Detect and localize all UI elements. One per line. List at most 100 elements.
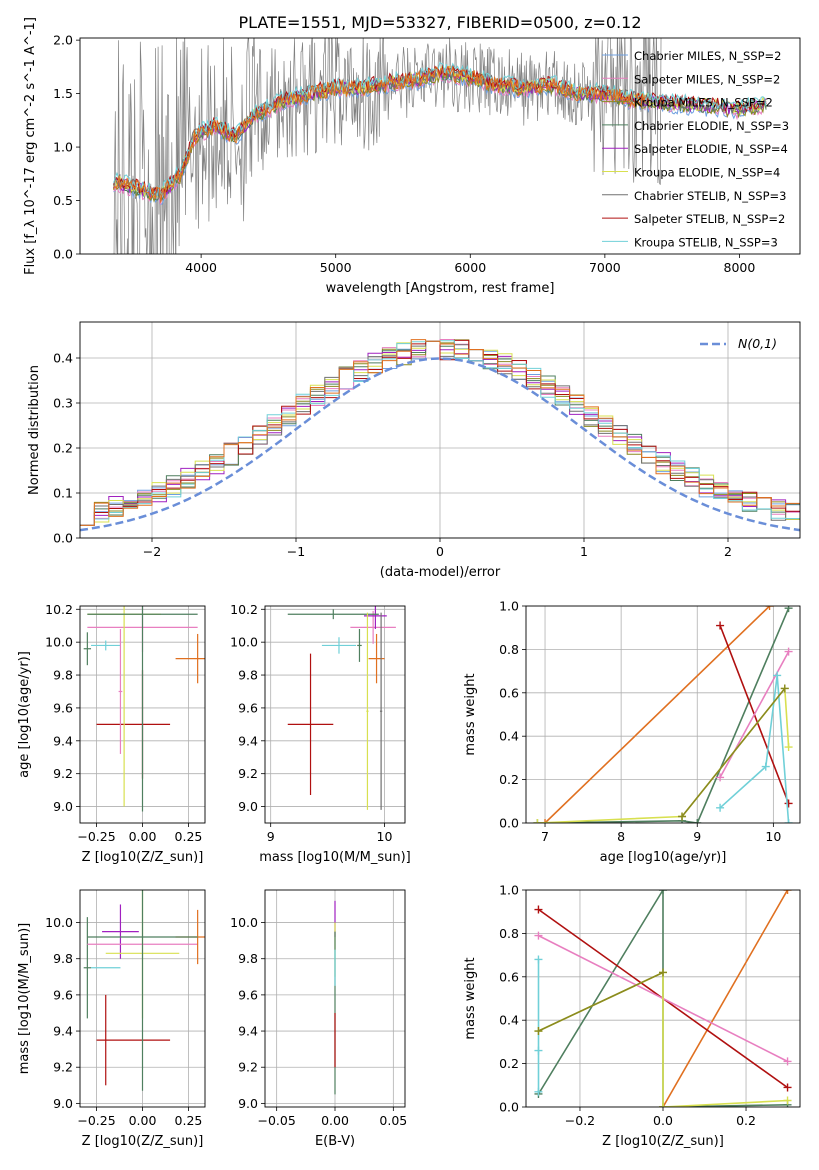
weight-point-marker <box>659 1103 667 1107</box>
x-axis-label: mass [log10(M/M_sun)] <box>259 850 411 865</box>
x-axis-label: E(B-V) <box>315 1134 355 1149</box>
y-tick-label: 1.0 <box>499 599 519 614</box>
x-tick-label: −1 <box>287 544 305 559</box>
weight-point-marker <box>761 762 770 771</box>
legend-label: Chabrier STELIB, N_SSP=3 <box>634 189 786 203</box>
y-tick-label: 0.0 <box>53 247 73 262</box>
y-tick-label: 9.2 <box>53 1060 73 1075</box>
y-tick-label: 0.4 <box>499 1013 519 1028</box>
y-tick-label: 9.8 <box>53 668 73 683</box>
y-tick-label: 10.0 <box>45 915 73 930</box>
plot-area <box>526 890 800 1107</box>
y-tick-label: 9.6 <box>238 700 258 715</box>
x-axis-label: (data-model)/error <box>380 565 501 580</box>
weight-point-marker <box>783 1057 792 1066</box>
y-tick-label: 9.2 <box>238 766 258 781</box>
weight-point-marker <box>534 931 543 940</box>
plot-area <box>80 606 205 823</box>
y-tick-label: 0.2 <box>53 441 73 456</box>
x-tick-label: 0.00 <box>321 1113 349 1128</box>
x-tick-label: 7000 <box>589 260 621 275</box>
x-tick-label: 1 <box>580 544 588 559</box>
y-tick-label: 10.2 <box>230 602 258 617</box>
y-tick-label: 10.0 <box>230 635 258 650</box>
plot-area <box>113 38 767 254</box>
weight-series-line <box>719 675 790 823</box>
spectrum-axes: 4000 5000 6000 7000 8000 0.0 0.5 1.0 1.5 2.0 wavel… <box>23 17 801 296</box>
plot-area <box>80 890 205 1107</box>
y-axis-label: Flux [f_λ 10^-17 erg cm^-2 s^-1 A^-1] <box>23 17 38 275</box>
x-tick-label: 0.00 <box>129 1113 157 1128</box>
weight-point-marker <box>783 1096 792 1105</box>
x-tick-label: −2 <box>143 544 161 559</box>
weight-series-line <box>538 971 664 1032</box>
plot-area <box>526 606 800 823</box>
y-tick-label: 0.4 <box>53 351 73 366</box>
x-axis-label: Z [log10(Z/Z_sun)] <box>82 1134 204 1149</box>
y-tick-label: 9.0 <box>238 799 258 814</box>
y-tick-label: 9.0 <box>238 1096 258 1111</box>
x-tick-label: 7 <box>541 829 549 844</box>
weight-point-marker <box>784 743 793 752</box>
axes-frame <box>264 889 406 1108</box>
figure-title: PLATE=1551, MJD=53327, FIBERID=0500, z=0… <box>238 13 641 32</box>
y-tick-label: 0.4 <box>499 729 519 744</box>
weight-series-line <box>537 607 790 823</box>
legend-label: N(0,1) <box>738 336 777 351</box>
metallicity-weight-axes: −0.2 0.0 0.2 0.0 0.2 0.4 0.6 0.8 1.0 Z [log10(Z/Z… <box>463 883 801 1149</box>
plot-area <box>265 890 405 1107</box>
y-tick-label: 0.6 <box>499 685 519 700</box>
plot-area <box>265 606 405 823</box>
weight-point-marker <box>780 684 789 693</box>
weight-point-marker <box>678 812 687 821</box>
weight-point-marker <box>784 799 793 808</box>
y-tick-label: 9.8 <box>53 951 73 966</box>
model-spectrum-line <box>113 61 767 198</box>
weight-point-marker <box>534 1087 543 1096</box>
metallicity-age-axes: −0.25 0.00 0.25 9.0 9.2 9.4 9.6 9.8 10.0 10.2 Z [l… <box>17 602 206 865</box>
x-tick-label: 5000 <box>320 260 352 275</box>
y-tick-label: 1.0 <box>53 140 73 155</box>
y-tick-label: 9.0 <box>53 799 73 814</box>
x-tick-label: −0.25 <box>77 829 115 844</box>
y-tick-label: 9.0 <box>53 1096 73 1111</box>
weight-point-marker <box>541 819 550 823</box>
weight-point-marker <box>693 819 702 823</box>
x-tick-label: −0.2 <box>565 1113 595 1128</box>
x-tick-label: 8 <box>617 829 625 844</box>
plot-area <box>80 322 800 538</box>
y-tick-label: 0.2 <box>499 772 519 787</box>
legend-label: Kroupa MILES, N_SSP=2 <box>634 96 773 110</box>
x-tick-label: 9 <box>267 829 275 844</box>
y-tick-label: 1.5 <box>53 86 73 101</box>
y-tick-label: 0.5 <box>53 193 73 208</box>
axes-frame <box>79 37 801 255</box>
weight-series-line <box>538 971 788 1107</box>
y-tick-label: 0.3 <box>53 396 73 411</box>
model-spectrum-line <box>113 65 646 203</box>
axes-frame <box>264 605 406 824</box>
y-tick-label: 9.4 <box>53 733 73 748</box>
y-tick-label: 9.4 <box>53 1024 73 1039</box>
y-tick-label: 9.6 <box>238 987 258 1002</box>
y-tick-label: 9.2 <box>238 1060 258 1075</box>
weight-point-marker <box>659 890 667 894</box>
x-tick-label: 0.25 <box>175 1113 203 1128</box>
observed-spectrum <box>113 38 662 254</box>
legend-label: Salpeter ELODIE, N_SSP=4 <box>634 142 788 156</box>
y-tick-label: 9.6 <box>53 700 73 715</box>
y-tick-label: 1.0 <box>499 883 519 898</box>
y-tick-label: 2.0 <box>53 33 73 48</box>
y-axis-label: age [log10(age/yr)] <box>17 651 32 778</box>
weight-point-marker <box>659 968 667 977</box>
x-tick-label: 0.05 <box>379 1113 407 1128</box>
residual-histogram <box>80 339 800 526</box>
weight-series-line <box>544 606 771 823</box>
weight-point-marker <box>765 606 774 610</box>
weight-point-marker <box>534 1027 543 1036</box>
normal-curve <box>80 357 800 532</box>
weight-point-marker <box>783 1083 792 1092</box>
x-axis-label: Z [log10(Z/Z_sun)] <box>602 1134 724 1149</box>
y-axis-label: mass [log10(M/M_sun)] <box>17 923 32 1075</box>
x-axis-label: age [log10(age/yr)] <box>600 850 727 865</box>
